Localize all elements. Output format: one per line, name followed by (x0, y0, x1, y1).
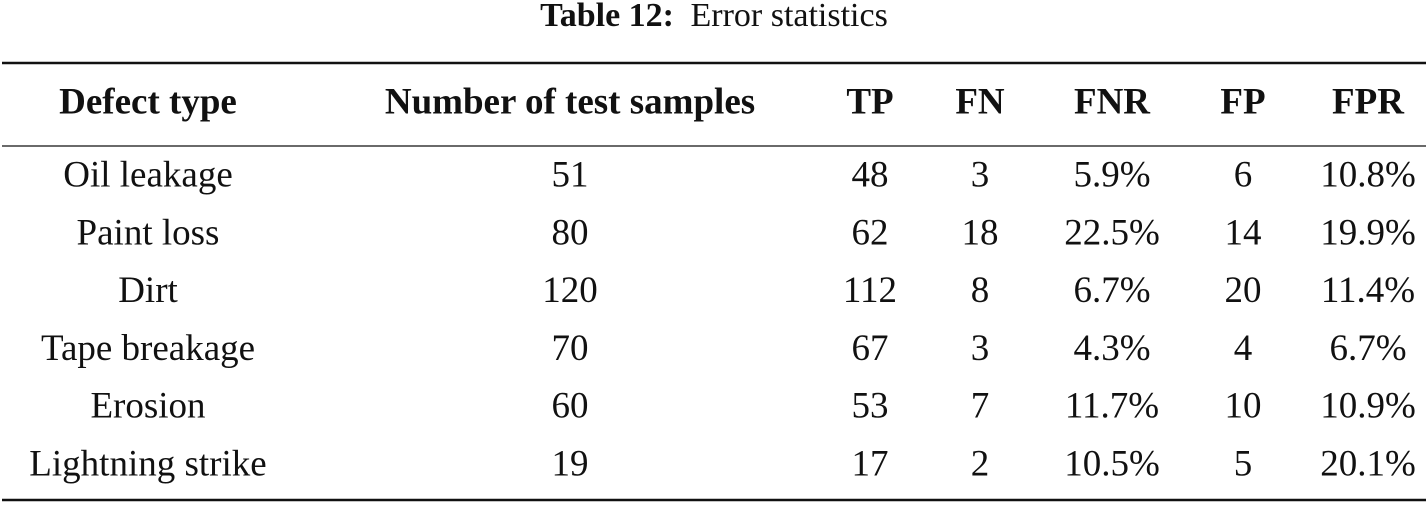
cell: Erosion (90, 386, 205, 427)
cell: 11.4% (1321, 270, 1415, 311)
cell: 4 (1234, 328, 1253, 369)
cell: 112 (843, 270, 897, 311)
cell: 20 (1225, 270, 1262, 311)
cell: 10.8% (1320, 154, 1416, 195)
cell: 4.3% (1073, 328, 1150, 369)
cell: 120 (542, 270, 598, 311)
cell: 67 (852, 328, 889, 369)
cell: 11.7% (1065, 386, 1159, 427)
cell: 19.9% (1320, 212, 1416, 253)
cell: 6.7% (1073, 270, 1150, 311)
cell: Lightning strike (29, 443, 266, 484)
cell: 6 (1234, 154, 1253, 195)
cell: 8 (971, 270, 990, 311)
cell: 51 (552, 154, 589, 195)
header-cell: FN (955, 81, 1005, 122)
cell: 2 (971, 443, 990, 484)
cell: 3 (971, 154, 990, 195)
cell: 53 (852, 386, 889, 427)
cell: 20.1% (1320, 443, 1416, 484)
cell: 10 (1225, 386, 1262, 427)
caption: Table 12: Error statistics (540, 0, 888, 34)
cell: 6.7% (1329, 328, 1406, 369)
cell: 18 (962, 212, 999, 253)
header-cell: Number of test samples (385, 81, 755, 122)
caption-title: Error statistics (690, 0, 887, 34)
cell: 70 (552, 328, 589, 369)
cell: 62 (852, 212, 889, 253)
cell: Dirt (118, 270, 178, 311)
cell: 10.9% (1320, 386, 1416, 427)
cell: 5.9% (1073, 154, 1150, 195)
cell: 19 (552, 443, 589, 484)
header-cell: FNR (1074, 81, 1151, 122)
header-cell: TP (846, 81, 893, 122)
cell: 3 (971, 328, 990, 369)
cell: Tape breakage (41, 328, 255, 369)
cell: Paint loss (77, 212, 220, 253)
cell: 14 (1225, 212, 1262, 253)
header-cell: FP (1220, 81, 1265, 122)
cell: 5 (1234, 443, 1253, 484)
header-cell: FPR (1332, 81, 1405, 122)
cell: Oil leakage (63, 154, 233, 195)
header-cell: Defect type (59, 81, 237, 122)
cell: 48 (852, 154, 889, 195)
cell: 10.5% (1064, 443, 1160, 484)
cell: 17 (852, 443, 889, 484)
cell: 7 (971, 386, 990, 427)
cell: 22.5% (1064, 212, 1160, 253)
caption-label: Table 12: (540, 0, 674, 34)
cell: 60 (552, 386, 589, 427)
cell: 80 (552, 212, 589, 253)
